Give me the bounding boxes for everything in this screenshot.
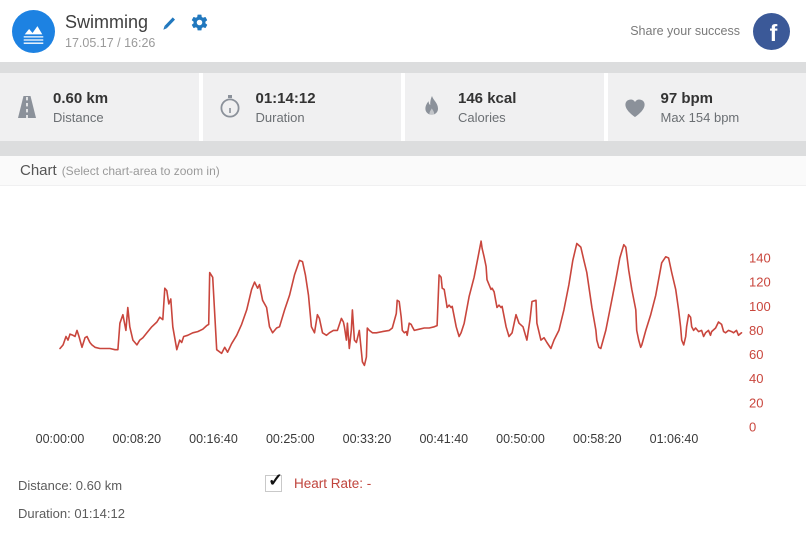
heart-rate-legend: ✓ Heart Rate: - bbox=[265, 470, 372, 492]
activity-datetime: 17.05.17 / 16:26 bbox=[65, 36, 156, 50]
facebook-share-button[interactable]: f bbox=[753, 12, 790, 50]
swimming-icon bbox=[12, 9, 55, 53]
y-axis-labels: 140 120 100 80 60 40 20 0 bbox=[749, 251, 771, 435]
chart-footer: Distance: 0.60 km Duration: 01:14:12 ✓ H… bbox=[0, 451, 806, 541]
svg-text:20: 20 bbox=[749, 395, 763, 410]
svg-text:140: 140 bbox=[749, 251, 771, 266]
road-icon bbox=[18, 96, 36, 118]
svg-text:120: 120 bbox=[749, 275, 771, 290]
stat-value: 97 bpm bbox=[660, 89, 714, 107]
stat-value: 0.60 km bbox=[53, 89, 109, 107]
x-axis-labels: 00:00:00 00:08:20 00:16:40 00:25:00 00:33:20… bbox=[36, 432, 699, 446]
svg-text:00:58:20: 00:58:20 bbox=[573, 432, 622, 446]
stat-value: 01:14:12 bbox=[255, 89, 316, 107]
svg-text:00:08:20: 00:08:20 bbox=[112, 432, 161, 446]
stat-label: Duration bbox=[255, 109, 305, 125]
svg-text:01:06:40: 01:06:40 bbox=[650, 432, 699, 446]
summary-stats: 0.60 km Distance 01:14:12 Duration 146 k… bbox=[0, 73, 806, 141]
svg-text:00:33:20: 00:33:20 bbox=[343, 432, 392, 446]
stat-label: Max 154 bpm bbox=[660, 109, 740, 125]
svg-text:00:16:40: 00:16:40 bbox=[189, 432, 238, 446]
chart-zoom-hint: (Select chart-area to zoom in) bbox=[61, 163, 220, 178]
svg-text:0: 0 bbox=[749, 420, 756, 435]
chart-section: Chart (Select chart-area to zoom in) 140… bbox=[0, 156, 806, 541]
activity-header: Swimming 17.05.17 / 16:26 Share your suc… bbox=[0, 0, 806, 62]
svg-text:100: 100 bbox=[749, 299, 771, 314]
svg-text:00:25:00: 00:25:00 bbox=[266, 432, 315, 446]
heart-rate-line bbox=[59, 240, 743, 367]
stat-calories: 146 kcal Calories bbox=[405, 73, 604, 141]
share-section: Share your success f bbox=[630, 12, 790, 50]
heart-rate-chart: 140 120 100 80 60 40 20 0 00:00:00 00:08:20 00:16… bbox=[36, 240, 771, 446]
chart-title: Chart bbox=[20, 162, 57, 179]
title-block: Swimming 17.05.17 / 16:26 bbox=[65, 12, 209, 50]
stat-distance: 0.60 km Distance bbox=[0, 73, 199, 141]
heart-rate-legend-label: Heart Rate: - bbox=[294, 476, 372, 491]
flame-icon bbox=[425, 96, 438, 117]
facebook-icon: f bbox=[769, 19, 778, 46]
stat-heart-rate: 97 bpm Max 154 bpm bbox=[607, 73, 806, 141]
stat-label: Distance bbox=[53, 109, 104, 125]
stat-duration: 01:14:12 Duration bbox=[202, 73, 401, 141]
stopwatch-icon bbox=[219, 95, 240, 118]
edit-pencil-icon[interactable] bbox=[160, 14, 178, 32]
footer-duration: Duration: 01:14:12 bbox=[18, 506, 125, 521]
svg-text:00:50:00: 00:50:00 bbox=[496, 432, 545, 446]
svg-text:60: 60 bbox=[749, 347, 763, 362]
chart-plot-area[interactable]: 140 120 100 80 60 40 20 0 00:00:00 00:08:20 00:16… bbox=[0, 186, 806, 451]
svg-text:80: 80 bbox=[749, 323, 763, 338]
heart-icon bbox=[624, 99, 645, 117]
page-title: Swimming bbox=[65, 12, 149, 32]
stat-label: Calories bbox=[458, 109, 506, 125]
svg-text:40: 40 bbox=[749, 371, 763, 386]
heart-rate-checkbox[interactable]: ✓ bbox=[265, 470, 283, 492]
checkmark-icon: ✓ bbox=[268, 470, 284, 490]
svg-text:00:41:40: 00:41:40 bbox=[419, 432, 468, 446]
svg-text:00:00:00: 00:00:00 bbox=[36, 432, 85, 446]
settings-gear-icon[interactable] bbox=[190, 13, 209, 32]
stat-value: 146 kcal bbox=[458, 89, 517, 107]
share-label: Share your success bbox=[630, 24, 740, 38]
footer-distance: Distance: 0.60 km bbox=[18, 478, 123, 493]
chart-titlebar: Chart (Select chart-area to zoom in) bbox=[0, 156, 806, 186]
swimmer-glyph bbox=[23, 25, 44, 44]
